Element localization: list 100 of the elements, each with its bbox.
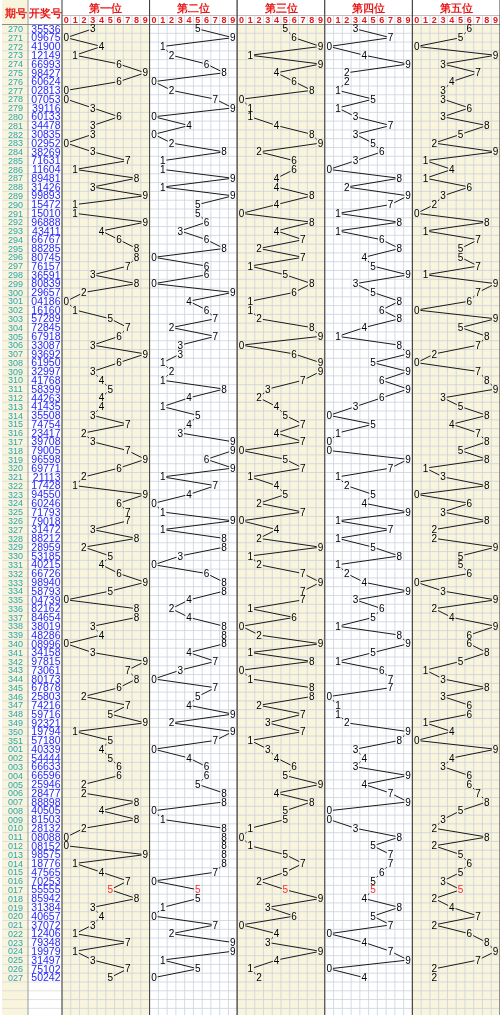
data-label: 5 — [370, 612, 377, 624]
y-tick-label: 343 — [7, 665, 24, 676]
data-label: 2 — [431, 963, 438, 975]
y-tick-label: 291 — [7, 208, 24, 219]
data-label: 9 — [405, 954, 412, 966]
data-label: 7 — [387, 682, 394, 694]
data-label: 7 — [300, 594, 307, 606]
data-label: 4 — [449, 752, 456, 764]
y-tick-label: 338 — [7, 621, 24, 632]
data-label: 3 — [89, 919, 96, 931]
data-label: 3 — [89, 181, 96, 193]
y-tick-label: 023 — [7, 937, 24, 948]
data-label: 1 — [335, 532, 342, 544]
data-label: 4 — [361, 937, 368, 949]
data-label: 8 — [484, 796, 491, 808]
data-label: 1 — [335, 699, 342, 711]
data-label: 3 — [440, 585, 447, 597]
y-tick-label: 312 — [7, 393, 24, 404]
data-label: 9 — [405, 58, 412, 70]
data-label: 9 — [230, 462, 237, 474]
data-label: 3 — [440, 190, 447, 202]
data-label: 4 — [273, 954, 280, 966]
data-label: 0 — [151, 128, 158, 140]
data-label: 9 — [230, 287, 237, 299]
x-tick-label: 5 — [370, 15, 376, 25]
data-label: 7 — [475, 67, 482, 79]
data-label: 3 — [177, 225, 184, 237]
x-tick-label: 1 — [72, 15, 78, 25]
data-label: 7 — [212, 313, 219, 325]
data-label: 6 — [116, 568, 123, 580]
data-label: 6 — [378, 603, 385, 615]
data-label: 3 — [352, 822, 359, 834]
data-label: 2 — [431, 919, 438, 931]
data-label: 8 — [133, 278, 140, 290]
data-label: 8 — [133, 796, 140, 808]
data-label: 0 — [151, 111, 158, 123]
data-label: 7 — [212, 735, 219, 747]
x-tick-label: 2 — [81, 15, 87, 25]
data-label: 1 — [335, 102, 342, 114]
y-tick-label: 315 — [7, 419, 24, 430]
data-label: 3 — [265, 743, 272, 755]
data-label: 5 — [370, 875, 377, 887]
data-label: 0 — [238, 515, 245, 527]
data-label: 5 — [195, 778, 201, 790]
y-tick-label: 290 — [7, 199, 24, 210]
data-label: 8 — [221, 840, 228, 852]
text: 35536 — [31, 22, 61, 35]
data-label: 8 — [221, 541, 228, 553]
data-label: 8 — [308, 682, 315, 694]
data-label: 9 — [492, 278, 499, 290]
data-label: 6 — [466, 638, 473, 650]
data-label: 7 — [124, 322, 131, 334]
data-label: 6 — [291, 287, 298, 299]
data-label: 6 — [466, 102, 473, 114]
data-label: 6 — [378, 866, 385, 878]
data-label: 6 — [116, 761, 123, 773]
x-tick-label: 4 — [186, 15, 192, 25]
y-tick-label: 271 — [7, 32, 24, 43]
data-label: 6 — [466, 568, 473, 580]
data-label: 0 — [63, 295, 70, 307]
x-tick-label: 7 — [212, 15, 218, 25]
data-label: 9 — [317, 541, 324, 553]
data-label: 3 — [440, 814, 447, 826]
data-label: 4 — [361, 893, 368, 905]
data-label: 8 — [133, 532, 140, 544]
x-tick-label: 8 — [221, 15, 227, 25]
data-label: 2 — [81, 691, 88, 703]
data-label: 3 — [352, 155, 359, 167]
text: 94550 — [31, 488, 61, 501]
data-label: 6 — [291, 348, 298, 360]
y-tick-label: 304 — [7, 322, 24, 333]
x-tick-label: 1 — [160, 15, 166, 25]
data-label: 1 — [159, 401, 166, 413]
data-label: 0 — [326, 691, 333, 703]
y-tick-label: 017 — [7, 884, 24, 895]
data-label: 8 — [308, 216, 315, 228]
data-label: 7 — [124, 963, 131, 975]
data-label: 9 — [405, 366, 412, 378]
data-label: 1 — [159, 164, 166, 176]
data-label: 7 — [212, 480, 219, 492]
y-tick-label: 308 — [7, 357, 24, 368]
data-label: 1 — [247, 550, 254, 562]
y-tick-label: 305 — [7, 331, 24, 342]
data-label: 5 — [282, 805, 289, 817]
data-label: 9 — [230, 436, 237, 448]
data-label: 8 — [133, 673, 140, 685]
data-label: 4 — [361, 322, 368, 334]
data-label: 7 — [387, 673, 394, 685]
data-label: 8 — [221, 831, 228, 843]
data-label: 3 — [89, 436, 96, 448]
data-label: 6 — [116, 770, 123, 782]
y-tick-label: 335 — [7, 595, 24, 606]
y-tick-label: 295 — [7, 243, 24, 254]
data-label: 5 — [457, 401, 464, 413]
data-label: 1 — [159, 374, 166, 386]
data-label: 3 — [89, 366, 96, 378]
data-label: 5 — [282, 884, 289, 896]
data-label: 4 — [449, 164, 456, 176]
data-label: 8 — [396, 243, 403, 255]
data-label: 0 — [326, 805, 333, 817]
